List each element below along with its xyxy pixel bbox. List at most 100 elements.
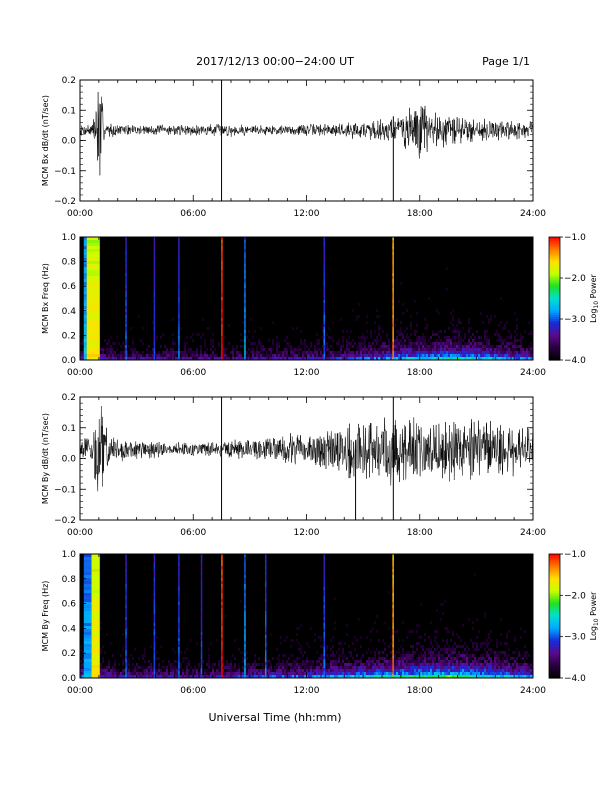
spectrogram-cell <box>476 345 478 348</box>
spectrogram-cell <box>406 348 408 351</box>
spectrogram-cell <box>298 675 300 678</box>
spectrogram-cell <box>416 660 418 663</box>
spectrogram-cell <box>292 663 294 666</box>
colorbar-segment <box>549 578 560 582</box>
spectrogram-cell <box>454 327 456 330</box>
spectrogram-cell <box>162 660 164 663</box>
broadband-band <box>244 611 246 614</box>
spectrogram-cell <box>234 666 236 669</box>
spectrogram-cell <box>522 669 524 672</box>
broadband-band <box>83 560 92 563</box>
spectrogram-cell <box>502 354 504 357</box>
broadband-band <box>153 554 156 557</box>
broadband-band <box>244 264 246 267</box>
spectrogram-cell <box>144 354 146 357</box>
broadband-band <box>83 306 87 309</box>
spectrogram-cell <box>366 330 368 333</box>
spectrogram-cell <box>362 336 364 339</box>
spectrogram-cell <box>434 342 436 345</box>
broadband-band <box>83 578 92 581</box>
spectrogram-cell <box>480 672 482 675</box>
broadband-band <box>244 330 246 333</box>
spectrogram-cell <box>112 675 114 678</box>
spectrogram-cell <box>362 672 364 675</box>
broadband-band <box>125 671 127 674</box>
broadband-band <box>323 309 325 312</box>
spectrogram-cell <box>156 675 158 678</box>
spectrogram-cell <box>186 657 188 660</box>
broadband-band <box>125 237 127 240</box>
spectrogram-cell <box>360 672 362 675</box>
colorbar-tick-label: −4.0 <box>564 356 586 366</box>
x-tick-label: 12:00 <box>294 528 320 538</box>
broadband-band <box>83 626 92 629</box>
broadband-band <box>178 267 180 270</box>
spectrogram-cell <box>434 666 436 669</box>
spectrogram-cell <box>338 657 340 660</box>
spectrogram-cell <box>358 345 360 348</box>
spectrogram-cell <box>430 348 432 351</box>
spectrogram-cell <box>294 666 296 669</box>
broadband-band <box>264 593 267 596</box>
broadband-band <box>392 351 394 354</box>
dbdt-trace <box>80 405 533 492</box>
spectrogram-cell <box>116 354 118 357</box>
spectrogram-cell <box>282 654 284 657</box>
spectrogram-cell <box>424 660 426 663</box>
spectrogram-cell <box>252 663 254 666</box>
spectrogram-cell <box>508 348 510 351</box>
spectrogram-cell <box>486 663 488 666</box>
spectrogram-cell <box>172 318 174 321</box>
broadband-band <box>125 357 127 360</box>
spectrogram-cell <box>466 345 468 348</box>
broadband-band <box>323 351 325 354</box>
broadband-band <box>244 303 246 306</box>
spectrogram-cell <box>348 675 350 678</box>
colorbar-segment <box>549 263 560 267</box>
spectrogram-cell <box>222 663 224 666</box>
broadband-band <box>264 632 267 635</box>
spectrogram-cell <box>318 342 320 345</box>
colorbar-segment <box>549 282 560 285</box>
spectrogram-cell <box>338 351 340 354</box>
spectrogram-cell <box>484 663 486 666</box>
spectrogram-cell <box>216 357 218 360</box>
spectrogram-cell <box>252 675 254 678</box>
plot-frame <box>79 396 534 521</box>
colorbar-segment <box>549 585 560 588</box>
spectrogram-cell <box>404 657 406 660</box>
broadband-band <box>178 581 180 584</box>
spectrogram-cell <box>524 351 526 354</box>
spectrogram-cell <box>314 351 316 354</box>
spectrogram-cell <box>242 660 244 663</box>
broadband-band <box>200 641 203 644</box>
spectrogram-cell <box>456 654 458 657</box>
spectrogram-cell <box>472 621 474 624</box>
spectrogram-cell <box>386 357 388 360</box>
broadband-band <box>153 303 156 306</box>
spectrogram-cell <box>286 660 288 663</box>
spectrogram-cell <box>150 675 152 678</box>
spectrogram-cell <box>358 348 360 351</box>
broadband-band <box>323 617 325 620</box>
spectrogram-cell <box>350 666 352 669</box>
spectrogram-cell <box>184 354 186 357</box>
spectrogram-cell <box>186 663 188 666</box>
spectrogram-cell <box>296 357 298 360</box>
spectrogram-cell <box>418 345 420 348</box>
spectrogram-cell <box>462 669 464 672</box>
spectrogram-cell <box>260 327 262 330</box>
spectrogram-cell <box>160 357 162 360</box>
broadband-band <box>91 554 100 557</box>
colorbar-segment <box>549 290 560 293</box>
spectrogram-cell <box>288 354 290 357</box>
spectrogram-cell <box>400 330 402 333</box>
spectrogram-cell <box>530 351 532 354</box>
spectrogram-cell <box>158 669 160 672</box>
spectrogram-cell <box>352 339 354 342</box>
spectrogram-cell <box>496 345 498 348</box>
broadband-band <box>323 246 325 249</box>
broadband-band <box>264 662 267 665</box>
spectrogram-cell <box>322 672 324 675</box>
spectrogram-cell <box>390 636 392 639</box>
